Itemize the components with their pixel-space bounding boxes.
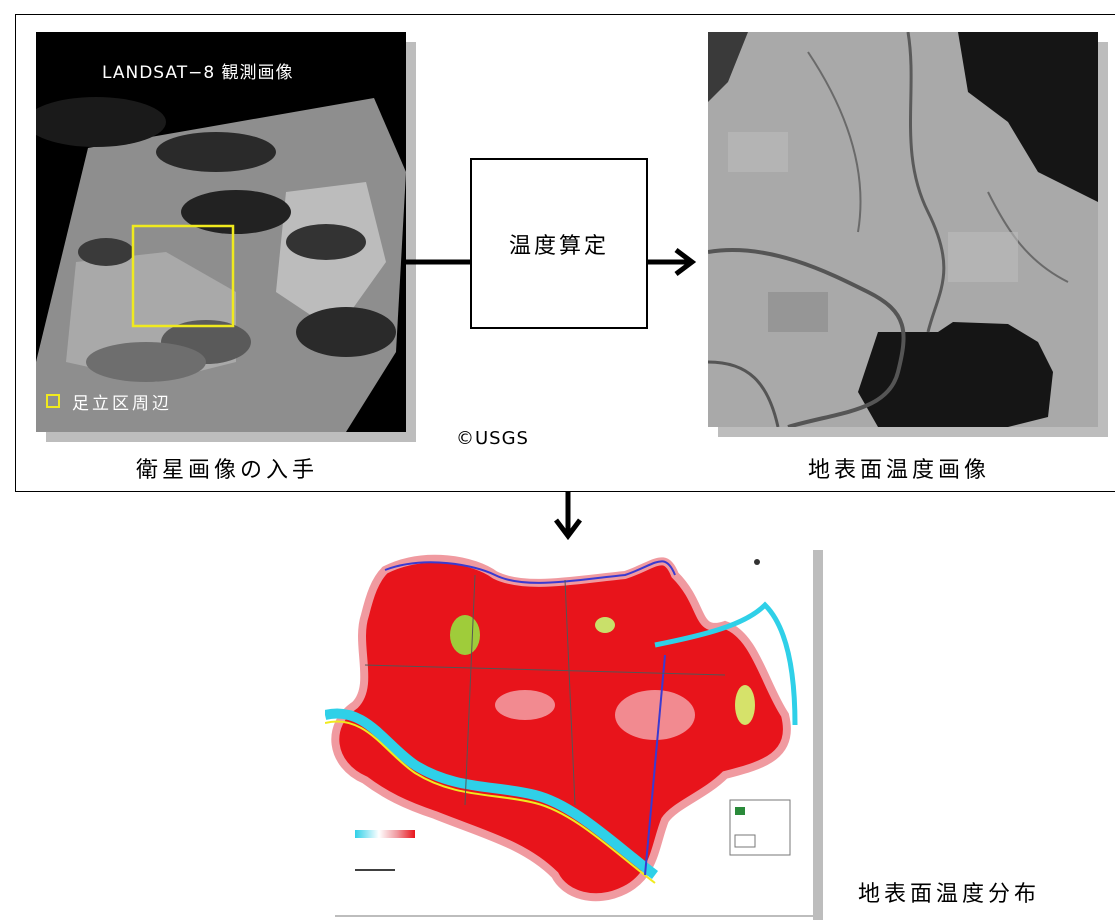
image-credit: ©USGS bbox=[456, 428, 529, 449]
cloud bbox=[156, 132, 276, 172]
surface-temp-image bbox=[708, 32, 1098, 427]
image-shadow bbox=[813, 550, 823, 920]
ward-heat-area bbox=[331, 554, 791, 902]
cloud bbox=[36, 97, 166, 147]
temperature-distribution-panel bbox=[325, 545, 823, 920]
distribution-caption: 地表面温度分布 bbox=[858, 882, 1041, 907]
bay-water bbox=[858, 322, 1053, 427]
satellite-image: LANDSAT−8 観測画像 足立区周辺 bbox=[36, 32, 406, 432]
top-frame bbox=[15, 14, 1115, 492]
river bbox=[325, 708, 659, 879]
surface-temp-caption: 地表面温度画像 bbox=[808, 458, 991, 483]
process-label: 温度算定 bbox=[508, 233, 609, 259]
river bbox=[906, 32, 946, 333]
cloud bbox=[286, 224, 366, 260]
cloud bbox=[181, 190, 291, 234]
river-edge bbox=[325, 720, 656, 884]
road-line bbox=[364, 664, 726, 676]
river bbox=[807, 51, 862, 233]
distribution-scene bbox=[325, 554, 798, 902]
river bbox=[708, 360, 780, 427]
process-box: 温度算定 bbox=[470, 158, 648, 329]
boundary-line bbox=[384, 560, 676, 584]
road-line bbox=[464, 574, 476, 806]
cloud bbox=[296, 307, 396, 357]
temperature-distribution-map bbox=[325, 545, 813, 915]
satellite-scene bbox=[36, 97, 406, 432]
cool-patch bbox=[735, 685, 755, 725]
legend-swatch bbox=[46, 394, 60, 408]
bay-shore bbox=[86, 342, 206, 382]
legend-label: 足立区周辺 bbox=[72, 394, 172, 414]
river bbox=[708, 248, 906, 427]
satellite-image-title: LANDSAT−8 観測画像 bbox=[102, 63, 294, 83]
cloud bbox=[78, 238, 134, 266]
temperature-scale-bar bbox=[355, 830, 415, 838]
dark-region-nw bbox=[708, 32, 748, 102]
river bbox=[654, 601, 798, 726]
arrow-head-right bbox=[674, 248, 697, 276]
cool-patch bbox=[595, 617, 615, 633]
urban-patch bbox=[948, 232, 1018, 282]
warm-patch bbox=[615, 690, 695, 740]
boundary-line bbox=[644, 654, 666, 876]
surface-temp-scene bbox=[708, 32, 1098, 427]
surface-temp-image-panel bbox=[708, 32, 1108, 437]
satellite-caption: 衛星画像の入手 bbox=[136, 458, 319, 483]
dark-region-ne bbox=[958, 32, 1098, 202]
urban-patch bbox=[728, 132, 788, 172]
cool-patch bbox=[450, 615, 480, 655]
legend-swatch bbox=[735, 807, 745, 815]
satellite-image-panel: LANDSAT−8 観測画像 足立区周辺 bbox=[36, 32, 416, 442]
arrow-head-down bbox=[554, 518, 582, 541]
river bbox=[987, 191, 1069, 283]
warm-patch bbox=[495, 690, 555, 720]
road-line bbox=[564, 579, 576, 806]
adachi-area-box bbox=[131, 224, 235, 328]
legend-swatch bbox=[734, 834, 756, 848]
north-arrow-icon bbox=[754, 559, 760, 565]
urban-patch bbox=[768, 292, 828, 332]
